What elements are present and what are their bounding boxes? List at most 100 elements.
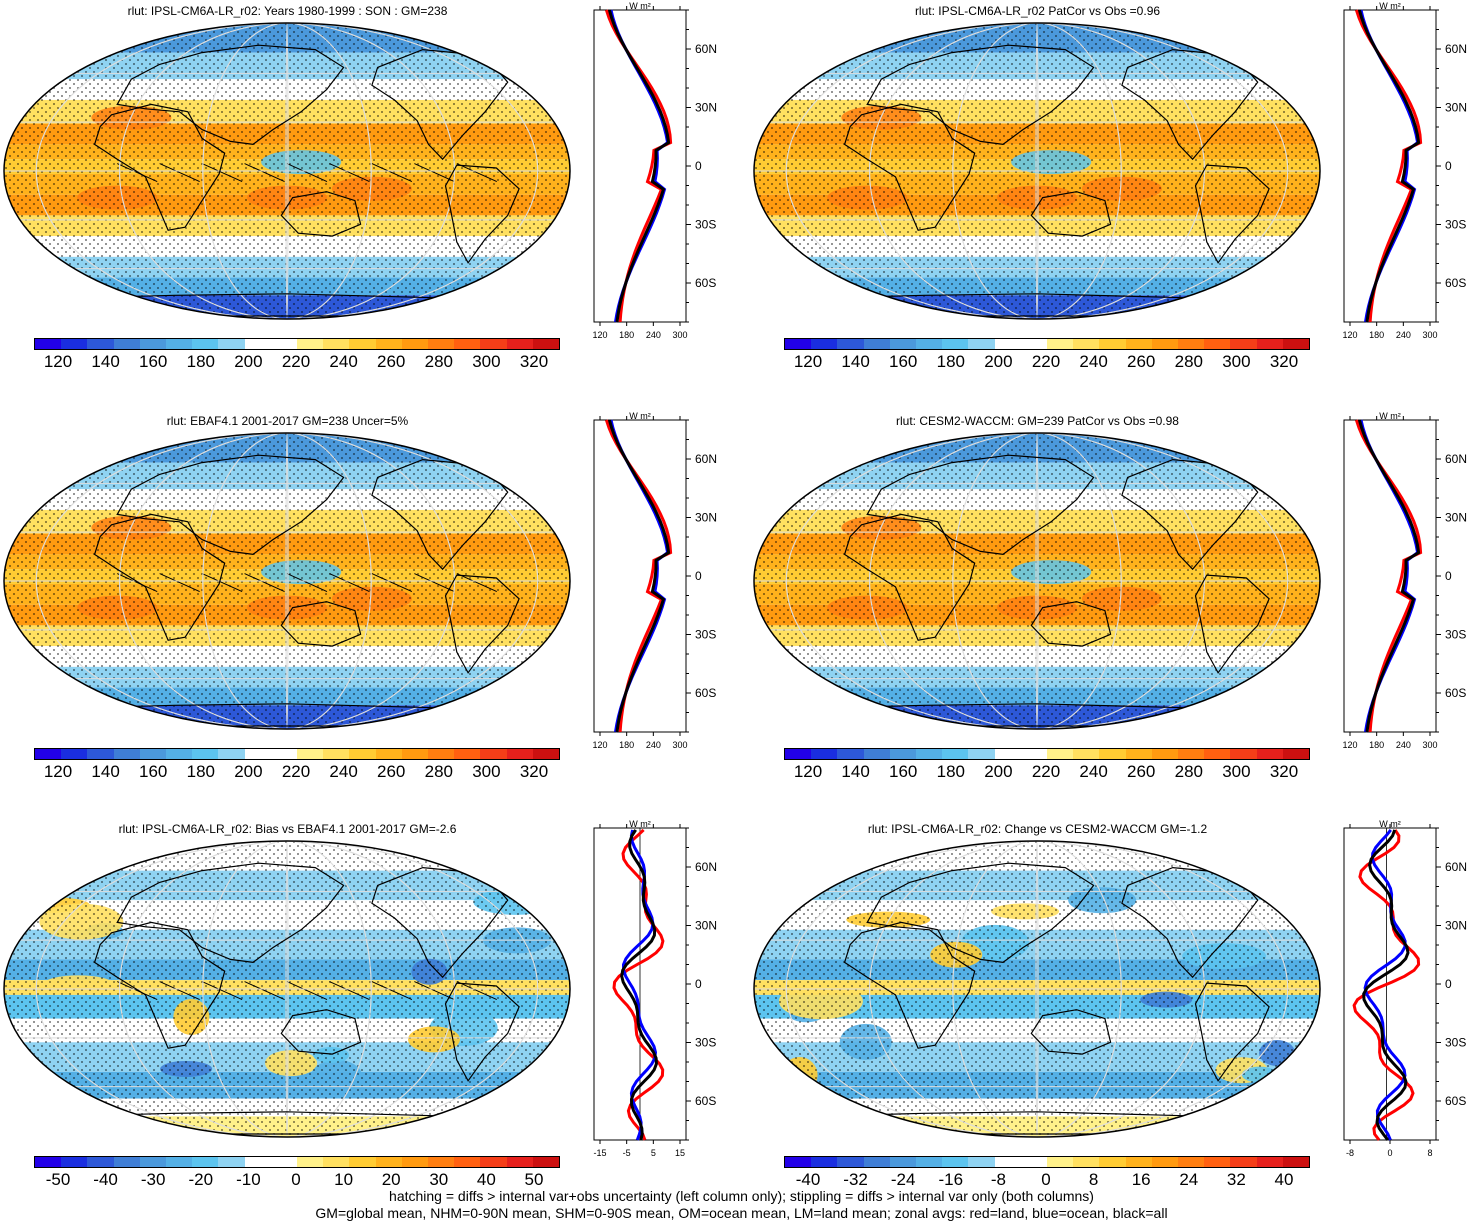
value-tick-label: 240 [646, 330, 661, 340]
all-zonal-curve [1362, 829, 1410, 1141]
colorbar-swatch [863, 1157, 890, 1167]
world-map [753, 22, 1321, 320]
colorbar-label: 180 [186, 352, 215, 371]
lat-label: 30S [1445, 628, 1466, 642]
colorbar-swatch [480, 1157, 507, 1167]
world-map [753, 432, 1321, 730]
ocean-zonal-curve [1363, 828, 1407, 1141]
colorbar-swatch [87, 339, 114, 349]
graticule [4, 23, 570, 319]
map-border [3, 432, 571, 730]
colorbar-swatch [218, 339, 245, 349]
colorbar-swatch [454, 1157, 481, 1167]
lat-label: 0 [695, 569, 702, 583]
colorbar-swatch [506, 1157, 533, 1167]
value-tick-label: 120 [1342, 740, 1357, 750]
zonal-frame [1343, 419, 1437, 733]
colorbar-swatch [506, 749, 533, 759]
lat-label: 0 [1445, 569, 1452, 583]
colorbar-swatch [916, 749, 943, 759]
lat-label: 60S [695, 1094, 716, 1108]
colorbar-swatch [218, 749, 245, 759]
colorbar-swatch [1204, 749, 1231, 759]
colorbar-label: -20 [188, 1170, 214, 1189]
colorbar-swatch [87, 749, 114, 759]
lat-label: 60S [695, 686, 716, 700]
colorbar-label: 240 [1079, 352, 1108, 371]
colorbar-swatch [1099, 1157, 1126, 1167]
colorbar-swatch [889, 1157, 917, 1167]
colorbar-swatch [1256, 339, 1283, 349]
colorbar-label: 220 [281, 352, 311, 371]
colorbar-label: -40 [93, 1170, 118, 1189]
colorbar-swatch [942, 339, 969, 349]
colorbar-swatch [1151, 749, 1179, 759]
colorbar-label: 40 [1274, 1170, 1294, 1189]
map-panel-1: rlut: IPSL-CM6A-LR_r02: Years 1980-1999 … [0, 0, 741, 408]
colorbar-swatch [1125, 749, 1152, 759]
colorbar-swatch [916, 1157, 943, 1167]
all-zonal-curve [607, 9, 671, 323]
colorbar-swatch [1178, 749, 1205, 759]
value-tick-label: -8 [1346, 1148, 1354, 1158]
colorbar-swatch [297, 339, 324, 349]
graticule [754, 433, 1320, 729]
colorbar-label: -30 [140, 1170, 166, 1189]
colorbar-swatch [532, 1157, 560, 1167]
colorbar-swatch [1047, 749, 1074, 759]
value-tick-label: -5 [623, 1148, 631, 1158]
value-tick-label: 180 [619, 740, 634, 750]
hatching [116, 573, 498, 593]
lat-label: 60N [695, 42, 717, 56]
colorbar-swatch [1151, 1157, 1179, 1167]
colorbar-swatch [244, 749, 271, 759]
colorbar-label: 140 [841, 762, 870, 781]
lat-label: 60S [1445, 686, 1466, 700]
land-zonal-curve [1354, 9, 1423, 323]
colorbar-swatch [811, 1157, 838, 1167]
colorbar-swatch [968, 1157, 995, 1167]
colorbar-swatch [349, 1157, 376, 1167]
colorbar-swatch [1020, 339, 1048, 349]
panel-title: rlut: IPSL-CM6A-LR_r02: Change vs CESM2-… [867, 822, 1208, 836]
colorbar-swatch [192, 1157, 219, 1167]
zonal-unit-label: W m² [629, 411, 651, 421]
colorbar-label: 160 [139, 762, 168, 781]
colorbar-labels: 120 140 160 180 200 220 240 260 280 300 320 [34, 762, 558, 784]
colorbar-swatch [323, 749, 350, 759]
colorbar-swatch [349, 749, 376, 759]
colorbar-swatch [1230, 749, 1257, 759]
colorbar-swatch [1073, 749, 1100, 759]
colorbar-label: -32 [843, 1170, 868, 1189]
colorbar-swatch [916, 339, 943, 349]
value-tick-label: 180 [1369, 330, 1384, 340]
colorbar-swatch [994, 339, 1021, 349]
graticule [4, 433, 570, 729]
colorbar-swatch [1125, 339, 1152, 349]
colorbar [34, 748, 560, 760]
colorbar-swatch [1125, 1157, 1152, 1167]
colorbar-labels: 120 140 160 180 200 220 240 260 280 300 320 [784, 352, 1308, 374]
colorbar-swatch [401, 749, 429, 759]
colorbar-label: 32 [1226, 1170, 1246, 1189]
zonal-unit-label: W m² [1379, 1, 1401, 11]
colorbar-swatch [35, 1157, 62, 1167]
land-zonal-curve [604, 9, 673, 323]
colorbar-label: 300 [1222, 352, 1251, 371]
colorbar-swatch [323, 339, 350, 349]
value-tick-label: 300 [672, 740, 687, 750]
lat-label: 60S [1445, 1094, 1466, 1108]
map-border [3, 840, 571, 1138]
colorbar-swatch [297, 749, 324, 759]
colorbar-label: 140 [841, 352, 870, 371]
colorbar-label: 180 [936, 352, 965, 371]
value-tick-label: 8 [1427, 1148, 1432, 1158]
value-tick-label: 240 [1396, 740, 1411, 750]
panel-title: rlut: IPSL-CM6A-LR_r02: Years 1980-1999 … [127, 4, 448, 18]
colorbar-label: 180 [936, 762, 965, 781]
colorbar-swatch [192, 339, 219, 349]
colorbar-label: -24 [890, 1170, 916, 1189]
colorbar-label: 120 [793, 352, 823, 371]
colorbar-swatch [244, 339, 271, 349]
all-zonal-curve [620, 829, 658, 1141]
